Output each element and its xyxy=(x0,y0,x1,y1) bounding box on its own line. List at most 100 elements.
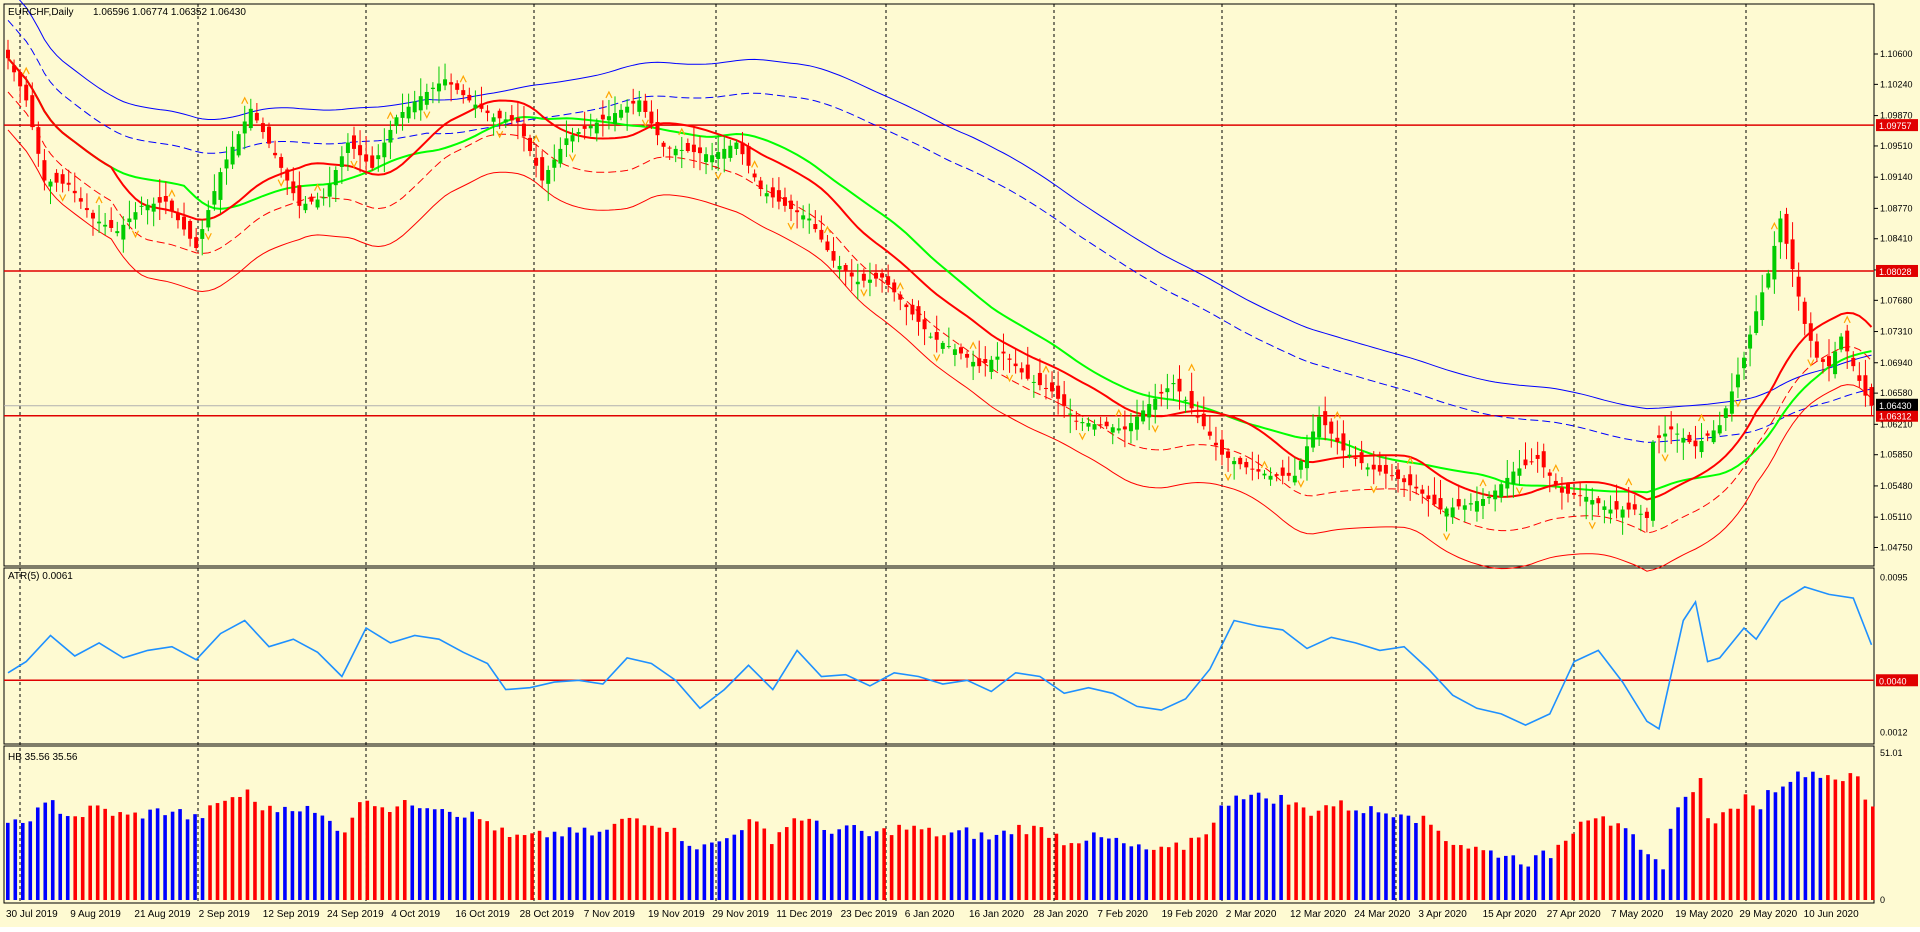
hb-bar xyxy=(28,821,33,900)
fractal-marker xyxy=(532,134,540,143)
fractal-marker xyxy=(1188,363,1196,372)
hb-bar xyxy=(620,818,624,900)
hb-histogram xyxy=(6,771,1875,900)
candle-body xyxy=(443,79,448,86)
hb-bar xyxy=(987,839,991,900)
candle-body xyxy=(1572,492,1577,495)
candle-body xyxy=(358,145,363,156)
candle-body xyxy=(1238,457,1243,465)
candle-body xyxy=(497,110,502,119)
hb-bar xyxy=(934,836,939,900)
candle-body xyxy=(1019,368,1024,373)
fractal-marker xyxy=(933,354,941,362)
hb-bar xyxy=(1698,778,1703,900)
candle-body xyxy=(370,155,375,168)
hb-bar xyxy=(680,841,684,900)
hb-bar xyxy=(1249,794,1253,900)
candle-body xyxy=(1632,504,1637,510)
hb-bar xyxy=(95,805,100,900)
candle-body xyxy=(1244,461,1249,468)
hb-bar xyxy=(1758,809,1763,900)
hb-bar xyxy=(13,819,18,900)
candle-body xyxy=(1845,330,1850,352)
candle-body xyxy=(30,95,35,128)
candle-body xyxy=(989,359,994,372)
hb-bar xyxy=(1406,815,1411,900)
candle-body xyxy=(1766,273,1771,288)
hb-bar xyxy=(1721,812,1725,900)
hb-bar xyxy=(1017,824,1021,900)
candle-body xyxy=(1396,469,1401,479)
candle-body xyxy=(1687,434,1692,443)
candle-body xyxy=(971,361,976,367)
candle-body xyxy=(1814,341,1819,358)
hb-bar xyxy=(642,825,647,900)
hb-bar xyxy=(125,814,130,900)
hb-bar xyxy=(1069,843,1074,900)
hb-bar xyxy=(447,811,452,900)
candle-body xyxy=(1329,421,1334,434)
hb-bar xyxy=(725,838,729,900)
hb-bar xyxy=(358,802,362,900)
candle-body xyxy=(1013,363,1018,367)
candle-body xyxy=(940,342,945,349)
hb-bar xyxy=(343,832,347,900)
candle-body xyxy=(1559,487,1564,493)
candle-body xyxy=(576,132,581,134)
candle-body xyxy=(1699,440,1704,453)
candle-body xyxy=(558,148,563,164)
candle-body xyxy=(1050,382,1055,392)
hb-bar xyxy=(1466,848,1471,900)
candle-body xyxy=(1159,391,1164,394)
fractal-marker xyxy=(1770,221,1778,230)
hb-bar xyxy=(185,819,190,900)
hb-bar xyxy=(1129,846,1134,900)
candle-body xyxy=(1711,430,1716,443)
fractal-marker xyxy=(1479,478,1487,487)
candle-body xyxy=(1772,245,1777,280)
candle-body xyxy=(588,125,593,129)
candle-body xyxy=(351,135,356,149)
hb-bar xyxy=(492,830,497,900)
candle-body xyxy=(139,205,144,207)
candle-body xyxy=(983,359,988,363)
candle-body xyxy=(48,181,53,187)
hb-bar xyxy=(1384,813,1388,900)
hb-bar xyxy=(1219,805,1223,900)
candle-body xyxy=(1608,509,1613,514)
hb-bar xyxy=(1414,822,1418,900)
candle-body xyxy=(24,84,29,101)
candle-body xyxy=(1493,490,1498,500)
candle-body xyxy=(436,83,441,92)
hb-bar xyxy=(1796,771,1800,900)
hb-bar xyxy=(949,832,954,900)
hb-bar xyxy=(50,800,55,900)
hb-bar xyxy=(65,816,70,900)
candle-body xyxy=(898,294,903,300)
hb-bar xyxy=(1563,840,1568,900)
time-tick-label: 6 Jan 2020 xyxy=(905,909,955,920)
time-tick-label: 19 May 2020 xyxy=(1675,909,1733,920)
hb-bar xyxy=(1062,845,1066,900)
hb-bar xyxy=(695,849,699,900)
time-axis: 30 Jul 2019 9 Aug 2019 21 Aug 2019 2 Sep 20… xyxy=(6,909,1859,920)
hb-bar xyxy=(373,806,377,900)
candle-body xyxy=(36,127,41,154)
candle-body xyxy=(770,187,775,198)
ma-mid-lower-line xyxy=(7,129,1872,572)
hb-bar xyxy=(957,830,961,900)
candle-body xyxy=(515,118,520,122)
fractal-marker xyxy=(95,195,103,204)
hb-bar xyxy=(1024,834,1029,900)
hb-bar xyxy=(133,812,137,900)
hb-bar xyxy=(238,796,242,900)
candle-body xyxy=(1092,424,1097,430)
candle-body xyxy=(127,218,132,223)
candle-body xyxy=(1226,451,1231,458)
candle-body xyxy=(333,169,338,186)
fractal-marker xyxy=(59,194,67,202)
hb-bar xyxy=(605,829,609,900)
candle-body xyxy=(546,169,551,184)
